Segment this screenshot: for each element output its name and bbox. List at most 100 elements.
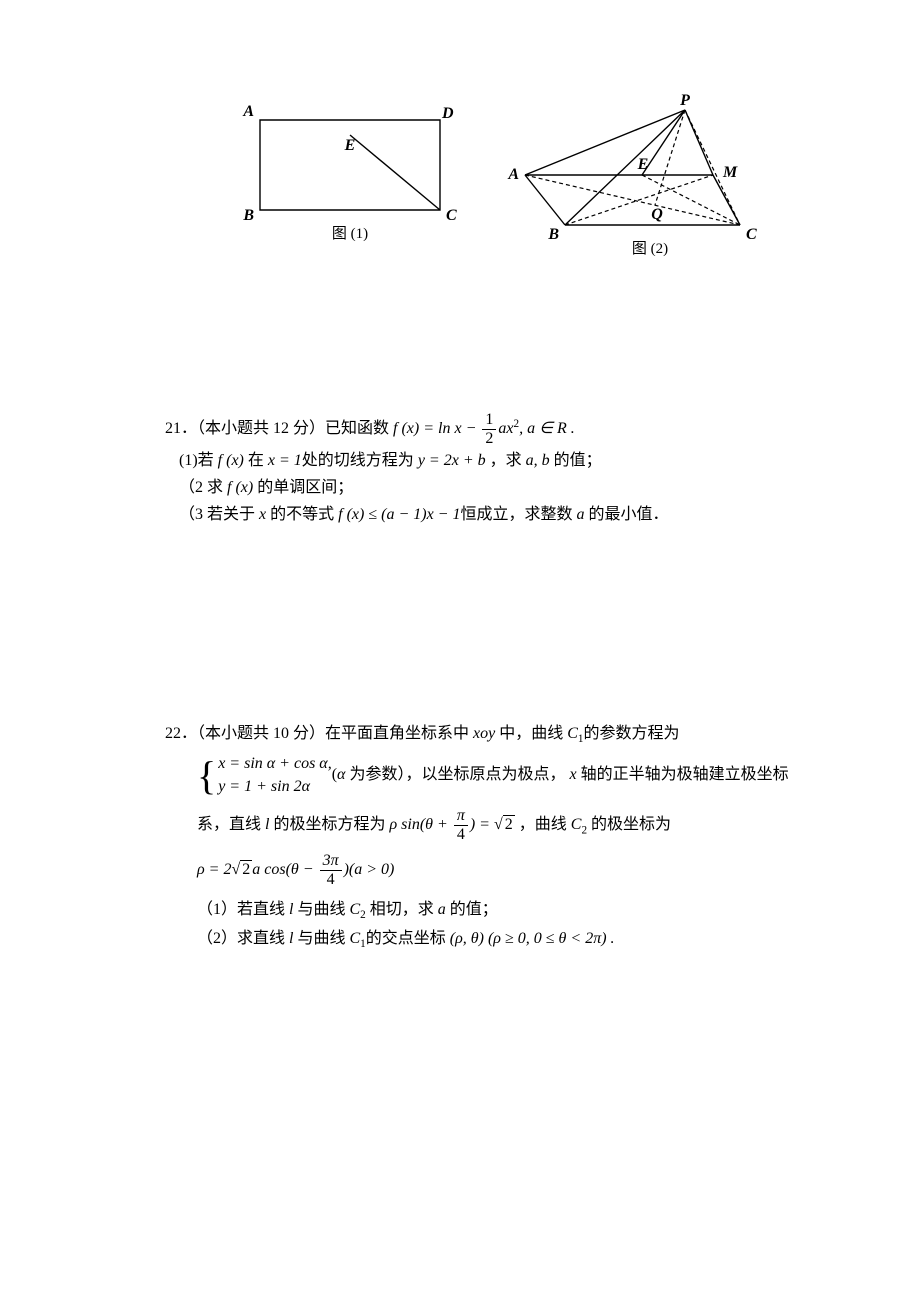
p22-3pi: 3π xyxy=(320,853,342,871)
p21-num: 21． xyxy=(165,420,197,437)
p22-coord: (ρ, θ) xyxy=(450,930,484,947)
p22-frac-pi4: π4 xyxy=(454,808,468,843)
p22-four: 4 xyxy=(454,826,468,843)
p22-system: { x = sin α + cos α, y = 1 + sin 2α xyxy=(197,753,332,798)
p22-sqrt2v: 2 xyxy=(503,815,515,833)
p21-func1: f (x) = ln x − xyxy=(393,420,480,437)
p22-l3b: 的极坐标方程为 xyxy=(269,816,389,833)
p21-l1d: x = 1 xyxy=(268,452,302,469)
p22-l3d: 的极坐标为 xyxy=(587,816,671,833)
p21-line0: 21．（本小题共 12 分）已知函数 f (x) = ln x − 12ax2,… xyxy=(165,412,785,447)
p21-prefix: （本小题共 12 分）已知函数 xyxy=(197,420,393,437)
p22-sqrt2b: √2 xyxy=(231,860,252,878)
p21-l3g: 的最小值． xyxy=(585,506,669,523)
p22-prefix3: 的参数方程为 xyxy=(584,725,680,742)
p22-q1: （1）若直线 l 与曲线 C2 相切，求 a 的值； xyxy=(197,896,805,925)
fig2-label-B: B xyxy=(547,226,559,243)
p22-C2b: C xyxy=(349,901,360,918)
p21-tail: , a ∈ R . xyxy=(519,420,575,437)
p21-l3a: （3 若关于 xyxy=(179,506,259,523)
p22-num: 22． xyxy=(165,725,197,742)
p22-prefix2: 中，曲线 xyxy=(495,725,567,742)
p21-l3e: 恒成立，求整数 xyxy=(460,506,576,523)
p22-cond: (ρ ≥ 0, 0 ≤ θ < 2π) . xyxy=(484,930,615,947)
p21-l3f: a xyxy=(577,506,585,523)
p22-sys-x: x = sin α + cos α, xyxy=(218,753,332,775)
p21-l3d: f (x) ≤ (a − 1)x − 1 xyxy=(338,506,460,523)
p21-l1f: y = 2x + b xyxy=(418,452,486,469)
p22-q1a: （1）若直线 xyxy=(197,901,289,918)
p21-line3: （3 若关于 x 的不等式 f (x) ≤ (a − 1)x − 1恒成立，求整… xyxy=(179,501,785,528)
p22-frac-3pi4: 3π4 xyxy=(320,853,342,888)
p22-as2: 为参数），以坐标原点为极点， xyxy=(345,766,565,783)
p22-four2: 4 xyxy=(320,871,342,888)
p22-q1b: 与曲线 xyxy=(293,901,349,918)
p22-prefix: （本小题共 10 分）在平面直角坐标系中 xyxy=(197,725,473,742)
p22-line3: ρ = 2√2a cos(θ − 3π4)(a > 0) xyxy=(197,853,805,888)
figure-1: A B C D E 图 (1) xyxy=(230,100,490,260)
p22-a: a xyxy=(438,901,446,918)
p22-as3: 轴的正半轴为极轴建立极坐标 xyxy=(581,766,789,783)
fig2-label-Q: Q xyxy=(651,206,663,223)
fig2-caption: 图 (2) xyxy=(632,240,668,257)
fig2-label-M: M xyxy=(722,164,738,181)
problem-22: 22．（本小题共 10 分）在平面直角坐标系中 xoy 中，曲线 C1的参数方程… xyxy=(165,720,805,954)
p21-func2: ax xyxy=(498,420,513,437)
fig1-label-E: E xyxy=(344,137,356,154)
p21-frac-num: 1 xyxy=(482,412,496,430)
fig1-caption: 图 (1) xyxy=(332,225,368,242)
fig1-label-D: D xyxy=(441,105,454,122)
p22-l3a: 系，直线 xyxy=(197,816,265,833)
p21-frac-den: 2 xyxy=(482,430,496,447)
p22-l3c: ，曲线 xyxy=(515,816,571,833)
fig1-label-B: B xyxy=(242,207,254,224)
p22-C1: C xyxy=(567,725,578,742)
p22-l4b: a cos(θ − xyxy=(252,861,317,878)
p21-line1: (1)若 f (x) 在 x = 1处的切线方程为 y = 2x + b ，求 … xyxy=(179,447,785,474)
p22-xoy: xoy xyxy=(473,725,495,742)
p22-pi: π xyxy=(454,808,468,826)
p21-line2: （2 求 f (x) 的单调区间； xyxy=(179,474,785,501)
fig2-label-E: E xyxy=(637,156,649,173)
p21-l1h: a, b xyxy=(526,452,550,469)
figure-2: A B C P M E Q 图 (2) xyxy=(500,90,790,260)
p22-q2c: 的交点坐标 xyxy=(366,930,450,947)
p22-q2b: 与曲线 xyxy=(293,930,349,947)
p21-l1c: 在 xyxy=(244,452,268,469)
p21-l1b: f (x) xyxy=(218,452,244,469)
p22-line0: 22．（本小题共 10 分）在平面直角坐标系中 xoy 中，曲线 C1的参数方程… xyxy=(165,720,805,749)
p22-rho1b: ) = xyxy=(470,816,494,833)
p21-l1g: ，求 xyxy=(486,452,526,469)
p21-l1i: 的值； xyxy=(550,452,602,469)
p22-C1b: C xyxy=(349,930,360,947)
p21-frac: 12 xyxy=(482,412,496,447)
p22-q1c: 相切，求 xyxy=(366,901,438,918)
p22-line2: 系，直线 l 的极坐标方程为 ρ sin(θ + π4) = √2 ，曲线 C2… xyxy=(197,808,805,843)
p22-l4a: ρ = 2 xyxy=(197,861,231,878)
page: A B C D E 图 (1) xyxy=(0,0,920,1302)
fig1-label-C: C xyxy=(446,207,457,224)
p21-l2a: （2 求 xyxy=(179,479,227,496)
fig2-label-C: C xyxy=(746,226,757,243)
p21-l1a: (1)若 xyxy=(179,452,218,469)
p22-q2: （2）求直线 l 与曲线 C1的交点坐标 (ρ, θ) (ρ ≥ 0, 0 ≤ … xyxy=(197,925,805,954)
p22-rho1: ρ sin(θ + xyxy=(389,816,451,833)
p22-line1: { x = sin α + cos α, y = 1 + sin 2α (α 为… xyxy=(197,753,805,798)
p22-q1d: 的值； xyxy=(446,901,498,918)
fig1-label-A: A xyxy=(242,103,254,120)
p22-l4c: )(a > 0) xyxy=(344,861,395,878)
p22-C2a: C xyxy=(571,816,582,833)
p22-xaxis: x xyxy=(565,766,580,783)
p22-q2a: （2）求直线 xyxy=(197,930,289,947)
p21-l1e: 处的切线方程为 xyxy=(302,452,418,469)
p21-l2b: f (x) xyxy=(227,479,253,496)
p21-l2c: 的单调区间； xyxy=(253,479,353,496)
p22-sys-y: y = 1 + sin 2α xyxy=(218,776,332,798)
p21-l3c: 的不等式 xyxy=(266,506,338,523)
p22-sqrt2v2: 2 xyxy=(240,860,252,878)
p22-sqrt2: √2 xyxy=(494,815,515,833)
problem-21: 21．（本小题共 12 分）已知函数 f (x) = ln x − 12ax2,… xyxy=(165,412,785,529)
brace-icon: { xyxy=(197,756,216,796)
fig2-label-A: A xyxy=(507,166,519,183)
fig2-label-P: P xyxy=(679,92,690,109)
